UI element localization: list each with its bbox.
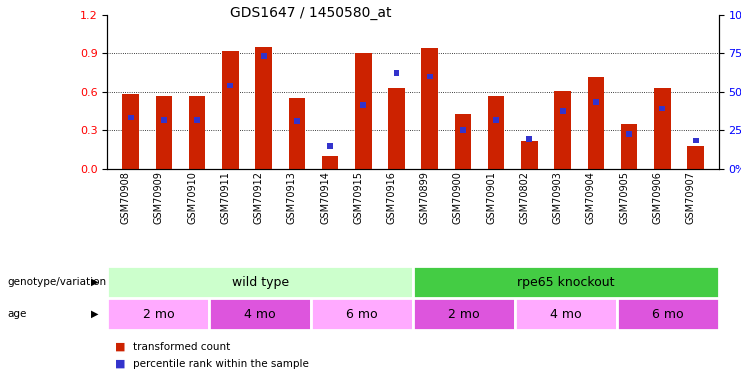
Text: ■: ■ (115, 359, 125, 369)
Bar (355, 54, 371, 169)
Bar (626, 131, 632, 137)
Text: GSM70907: GSM70907 (685, 171, 696, 224)
Text: GSM70912: GSM70912 (253, 171, 264, 224)
Bar (256, 47, 272, 169)
Bar (161, 117, 167, 123)
Text: GSM70906: GSM70906 (652, 171, 662, 224)
Text: ■: ■ (115, 342, 125, 352)
Text: transformed count: transformed count (133, 342, 230, 352)
Bar (107, 298, 209, 330)
Bar (360, 102, 366, 108)
Text: GSM70911: GSM70911 (220, 171, 230, 224)
Bar (693, 138, 699, 144)
Bar (327, 143, 333, 148)
Text: 6 mo: 6 mo (652, 308, 684, 321)
Bar (617, 298, 719, 330)
Bar (189, 96, 205, 169)
Text: 4 mo: 4 mo (245, 308, 276, 321)
Text: genotype/variation: genotype/variation (7, 277, 107, 287)
Text: GSM70905: GSM70905 (619, 171, 629, 224)
Text: 2 mo: 2 mo (142, 308, 174, 321)
Bar (261, 53, 267, 59)
Bar (460, 128, 466, 133)
Text: age: age (7, 309, 27, 319)
Text: GSM70915: GSM70915 (353, 171, 363, 224)
Text: GSM70903: GSM70903 (553, 171, 562, 224)
Text: percentile rank within the sample: percentile rank within the sample (133, 359, 309, 369)
Bar (388, 88, 405, 169)
Bar (588, 76, 604, 169)
Bar (413, 298, 515, 330)
Bar (122, 94, 139, 169)
Bar (559, 108, 565, 114)
Text: GSM70908: GSM70908 (121, 171, 130, 224)
Bar (393, 70, 399, 75)
Bar (455, 114, 471, 169)
Bar (521, 141, 538, 169)
Text: 6 mo: 6 mo (346, 308, 378, 321)
Bar (526, 136, 532, 142)
Bar (515, 298, 617, 330)
Bar (227, 82, 233, 88)
Bar (156, 96, 172, 169)
Text: 4 mo: 4 mo (550, 308, 582, 321)
Bar (413, 266, 719, 298)
Text: GSM70914: GSM70914 (320, 171, 330, 224)
Text: GSM70913: GSM70913 (287, 171, 297, 224)
Text: GSM70904: GSM70904 (586, 171, 596, 224)
Text: GSM70909: GSM70909 (154, 171, 164, 224)
Bar (488, 96, 505, 169)
Bar (593, 99, 599, 105)
Bar (288, 98, 305, 169)
Bar (687, 146, 704, 169)
Bar (621, 124, 637, 169)
Text: GSM70899: GSM70899 (419, 171, 430, 224)
Bar (654, 88, 671, 169)
Text: wild type: wild type (232, 276, 289, 289)
Text: rpe65 knockout: rpe65 knockout (517, 276, 615, 289)
Text: GSM70901: GSM70901 (486, 171, 496, 224)
Bar (311, 298, 413, 330)
Bar (322, 156, 339, 169)
Text: GSM70910: GSM70910 (187, 171, 197, 224)
Bar (659, 106, 665, 111)
Bar (294, 118, 300, 124)
Text: GSM70900: GSM70900 (453, 171, 463, 224)
Text: 2 mo: 2 mo (448, 308, 480, 321)
Text: ▶: ▶ (91, 309, 99, 319)
Bar (222, 51, 239, 169)
Bar (107, 266, 413, 298)
Bar (422, 48, 438, 169)
Bar (427, 74, 433, 80)
Bar (554, 91, 571, 169)
Bar (209, 298, 311, 330)
Bar (494, 117, 499, 123)
Bar (194, 117, 200, 123)
Text: GSM70802: GSM70802 (519, 171, 529, 224)
Bar (127, 115, 133, 120)
Text: GSM70916: GSM70916 (387, 171, 396, 224)
Text: ▶: ▶ (91, 277, 99, 287)
Text: GDS1647 / 1450580_at: GDS1647 / 1450580_at (230, 6, 392, 20)
